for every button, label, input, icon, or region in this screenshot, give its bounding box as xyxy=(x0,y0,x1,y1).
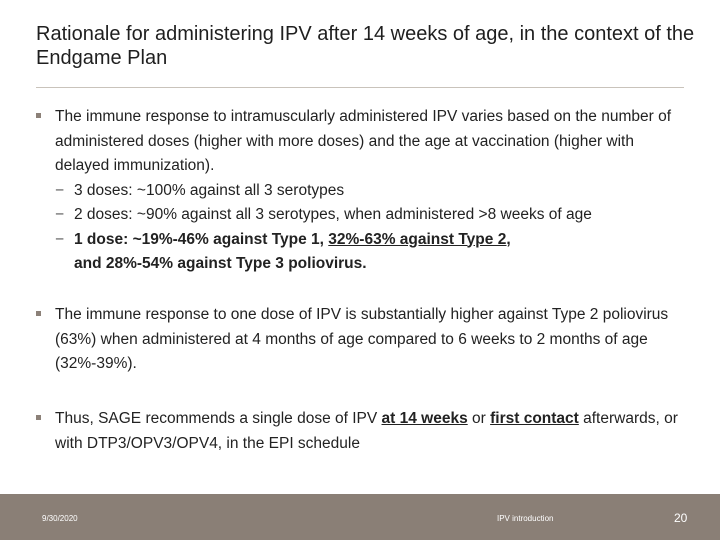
dash-icon: − xyxy=(55,206,65,223)
bullet-text-part3: or xyxy=(467,410,491,427)
bullet-text-part5: afterwards, or with DTP3/OPV3/OPV4, in t… xyxy=(55,410,678,452)
dash-icon: − xyxy=(55,181,65,199)
slide-title: Rationale for administering IPV after 14… xyxy=(36,23,695,69)
bullet-row: The immune response to intramuscularly a… xyxy=(36,105,686,179)
bullet-text-part1: Thus, SAGE recommends a single dose of I… xyxy=(55,410,382,427)
sub-bullet-text: 3 doses: ~100% against all 3 serotypes xyxy=(74,181,345,199)
sub-bullet-2-doses: − 2 doses: ~90% against all 3 serotypes,… xyxy=(36,203,686,228)
sub-bullet-text-part1: 1 dose: ~19%-46% against Type 1, xyxy=(74,230,329,248)
dash-icon: − xyxy=(55,230,65,248)
bullet-immune-response: The immune response to intramuscularly a… xyxy=(36,105,686,277)
footer-title: IPV introduction xyxy=(497,514,554,523)
sub-bullet-1-dose-continued: and 28%-54% against Type 3 poliovirus. xyxy=(36,252,686,277)
footer-bar: 9/30/2020 IPV introduction 20 xyxy=(0,494,720,540)
sub-bullet-text: 2 doses: ~90% against all 3 serotypes, w… xyxy=(74,206,592,223)
title-divider xyxy=(36,87,684,88)
bullet-sage-recommendation: Thus, SAGE recommends a single dose of I… xyxy=(36,407,686,456)
square-bullet-icon xyxy=(36,311,41,316)
square-bullet-icon xyxy=(36,113,41,118)
sub-bullet-text-type2: 32%-63% against Type 2, xyxy=(328,230,511,248)
bullet-text-first-contact: first contact xyxy=(490,410,579,427)
bullet-row: The immune response to one dose of IPV i… xyxy=(36,303,686,377)
square-bullet-icon xyxy=(36,415,41,420)
sub-bullet-3-doses: − 3 doses: ~100% against all 3 serotypes xyxy=(36,179,686,204)
sub-bullet-text-type3: and 28%-54% against Type 3 poliovirus. xyxy=(74,255,367,272)
bullet-row: Thus, SAGE recommends a single dose of I… xyxy=(36,407,686,456)
sub-bullet-1-dose: − 1 dose: ~19%-46% against Type 1, 32%-6… xyxy=(36,228,686,253)
bullet-text-at-14-weeks: at 14 weeks xyxy=(381,410,468,427)
page-number: 20 xyxy=(674,511,688,525)
bullet-text: The immune response to intramuscularly a… xyxy=(55,108,671,174)
bullet-text: The immune response to one dose of IPV i… xyxy=(55,306,669,372)
footer-date: 9/30/2020 xyxy=(42,514,78,523)
bullet-type2-response: The immune response to one dose of IPV i… xyxy=(36,303,686,377)
